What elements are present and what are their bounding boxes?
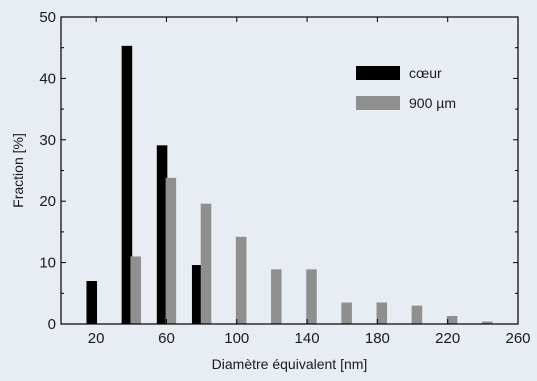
x-tick-label: 60 — [158, 330, 175, 347]
x-tick-label: 100 — [224, 330, 249, 347]
ticks-layer: 20 60 100 140 180 220 260 0 10 20 30 40 50 — [39, 9, 530, 347]
legend: cœur 900 µm — [356, 65, 456, 111]
bar-series1-4 — [271, 269, 282, 324]
legend-label-900um: 900 µm — [409, 95, 456, 111]
bar-series1-9 — [446, 316, 458, 324]
bar-series1-10 — [481, 321, 493, 324]
legend-swatch-coeur — [356, 66, 400, 80]
bar-series0-3 — [191, 265, 203, 324]
y-tick-label: 30 — [39, 132, 56, 149]
bar-series1-3 — [235, 236, 247, 324]
bar-series1-7 — [376, 302, 388, 324]
bar-series1-1 — [165, 177, 177, 324]
x-tick-label: 20 — [88, 330, 105, 347]
bar-series1-2 — [200, 203, 212, 324]
x-tick-label: 180 — [365, 330, 390, 347]
bar-series1-6 — [341, 302, 352, 324]
y-axis-label: Fraction [%] — [10, 133, 26, 208]
x-axis-label: Diamètre équivalent [nm] — [212, 356, 368, 372]
bar-series1-8 — [411, 305, 423, 324]
x-tick-label: 220 — [435, 330, 460, 347]
bar-series1-0 — [130, 256, 141, 324]
bar-series1-5 — [306, 269, 317, 324]
y-tick-label: 20 — [39, 193, 56, 210]
bar-series0-1 — [121, 45, 133, 324]
y-tick-label: 10 — [39, 255, 56, 272]
y-tick-label: 40 — [39, 70, 56, 87]
legend-swatch-900um — [356, 96, 400, 110]
y-tick-label: 50 — [39, 9, 56, 26]
bar-series0-2 — [156, 145, 168, 324]
y-tick-label: 0 — [48, 316, 56, 333]
x-tick-label: 140 — [295, 330, 320, 347]
legend-label-coeur: cœur — [409, 65, 442, 81]
bar-series0-0 — [86, 281, 98, 324]
bars-layer — [86, 45, 493, 324]
x-tick-label: 260 — [505, 330, 530, 347]
